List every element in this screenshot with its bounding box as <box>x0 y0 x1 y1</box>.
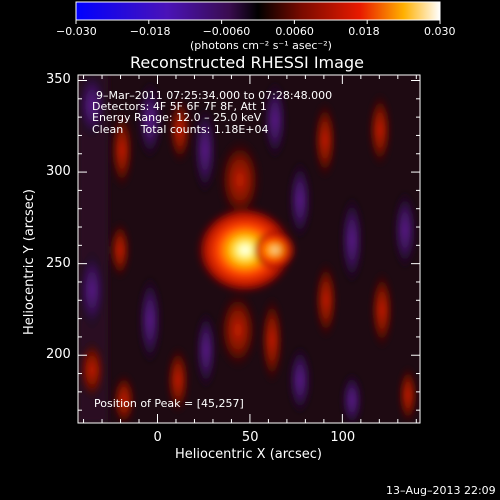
info-time: 9–Mar–2011 07:25:34.000 to 07:28:48.000 <box>96 89 333 102</box>
y-tick-label: 200 <box>46 347 71 363</box>
colorbar-tick-label: 0.018 <box>348 25 380 38</box>
footer-date: 13–Aug–2013 22:09 <box>386 484 496 497</box>
y-axis-label: Heliocentric Y (arcsec) <box>22 189 37 335</box>
axis-ticks <box>78 75 420 423</box>
y-tick-label: 350 <box>46 72 71 88</box>
colorbar <box>75 1 441 21</box>
y-tick-label: 250 <box>46 255 71 271</box>
info-detectors: Detectors: 4F 5F 6F 7F 8F, Att 1 <box>92 100 267 113</box>
colorbar-tick-label: −0.018 <box>129 25 171 38</box>
colorbar-tick-label: −0.0060 <box>202 25 251 38</box>
colorbar-units: (photons cm⁻² s⁻¹ asec⁻²) <box>190 39 332 52</box>
x-tick-label: 0 <box>153 430 162 445</box>
image-frame <box>77 74 421 424</box>
x-axis-label: Heliocentric X (arcsec) <box>175 447 322 462</box>
peak-position-label: Position of Peak = [45,257] <box>94 397 244 410</box>
colorbar-ticks <box>75 20 441 24</box>
y-tick-label: 300 <box>46 164 71 180</box>
info-energy: Energy Range: 12.0 – 25.0 keV <box>92 111 262 124</box>
x-tick-label: 50 <box>241 430 259 445</box>
colorbar-tick-label: 0.0060 <box>275 25 314 38</box>
plot-title: Reconstructed RHESSI Image <box>130 53 364 72</box>
source-image <box>78 75 418 423</box>
colorbar-tick-label: 0.030 <box>424 25 456 38</box>
x-tick-label: 100 <box>330 430 356 445</box>
colorbar-tick-label: −0.030 <box>56 25 97 38</box>
info-method-counts: Clean Total counts: 1.18E+04 <box>92 123 269 136</box>
